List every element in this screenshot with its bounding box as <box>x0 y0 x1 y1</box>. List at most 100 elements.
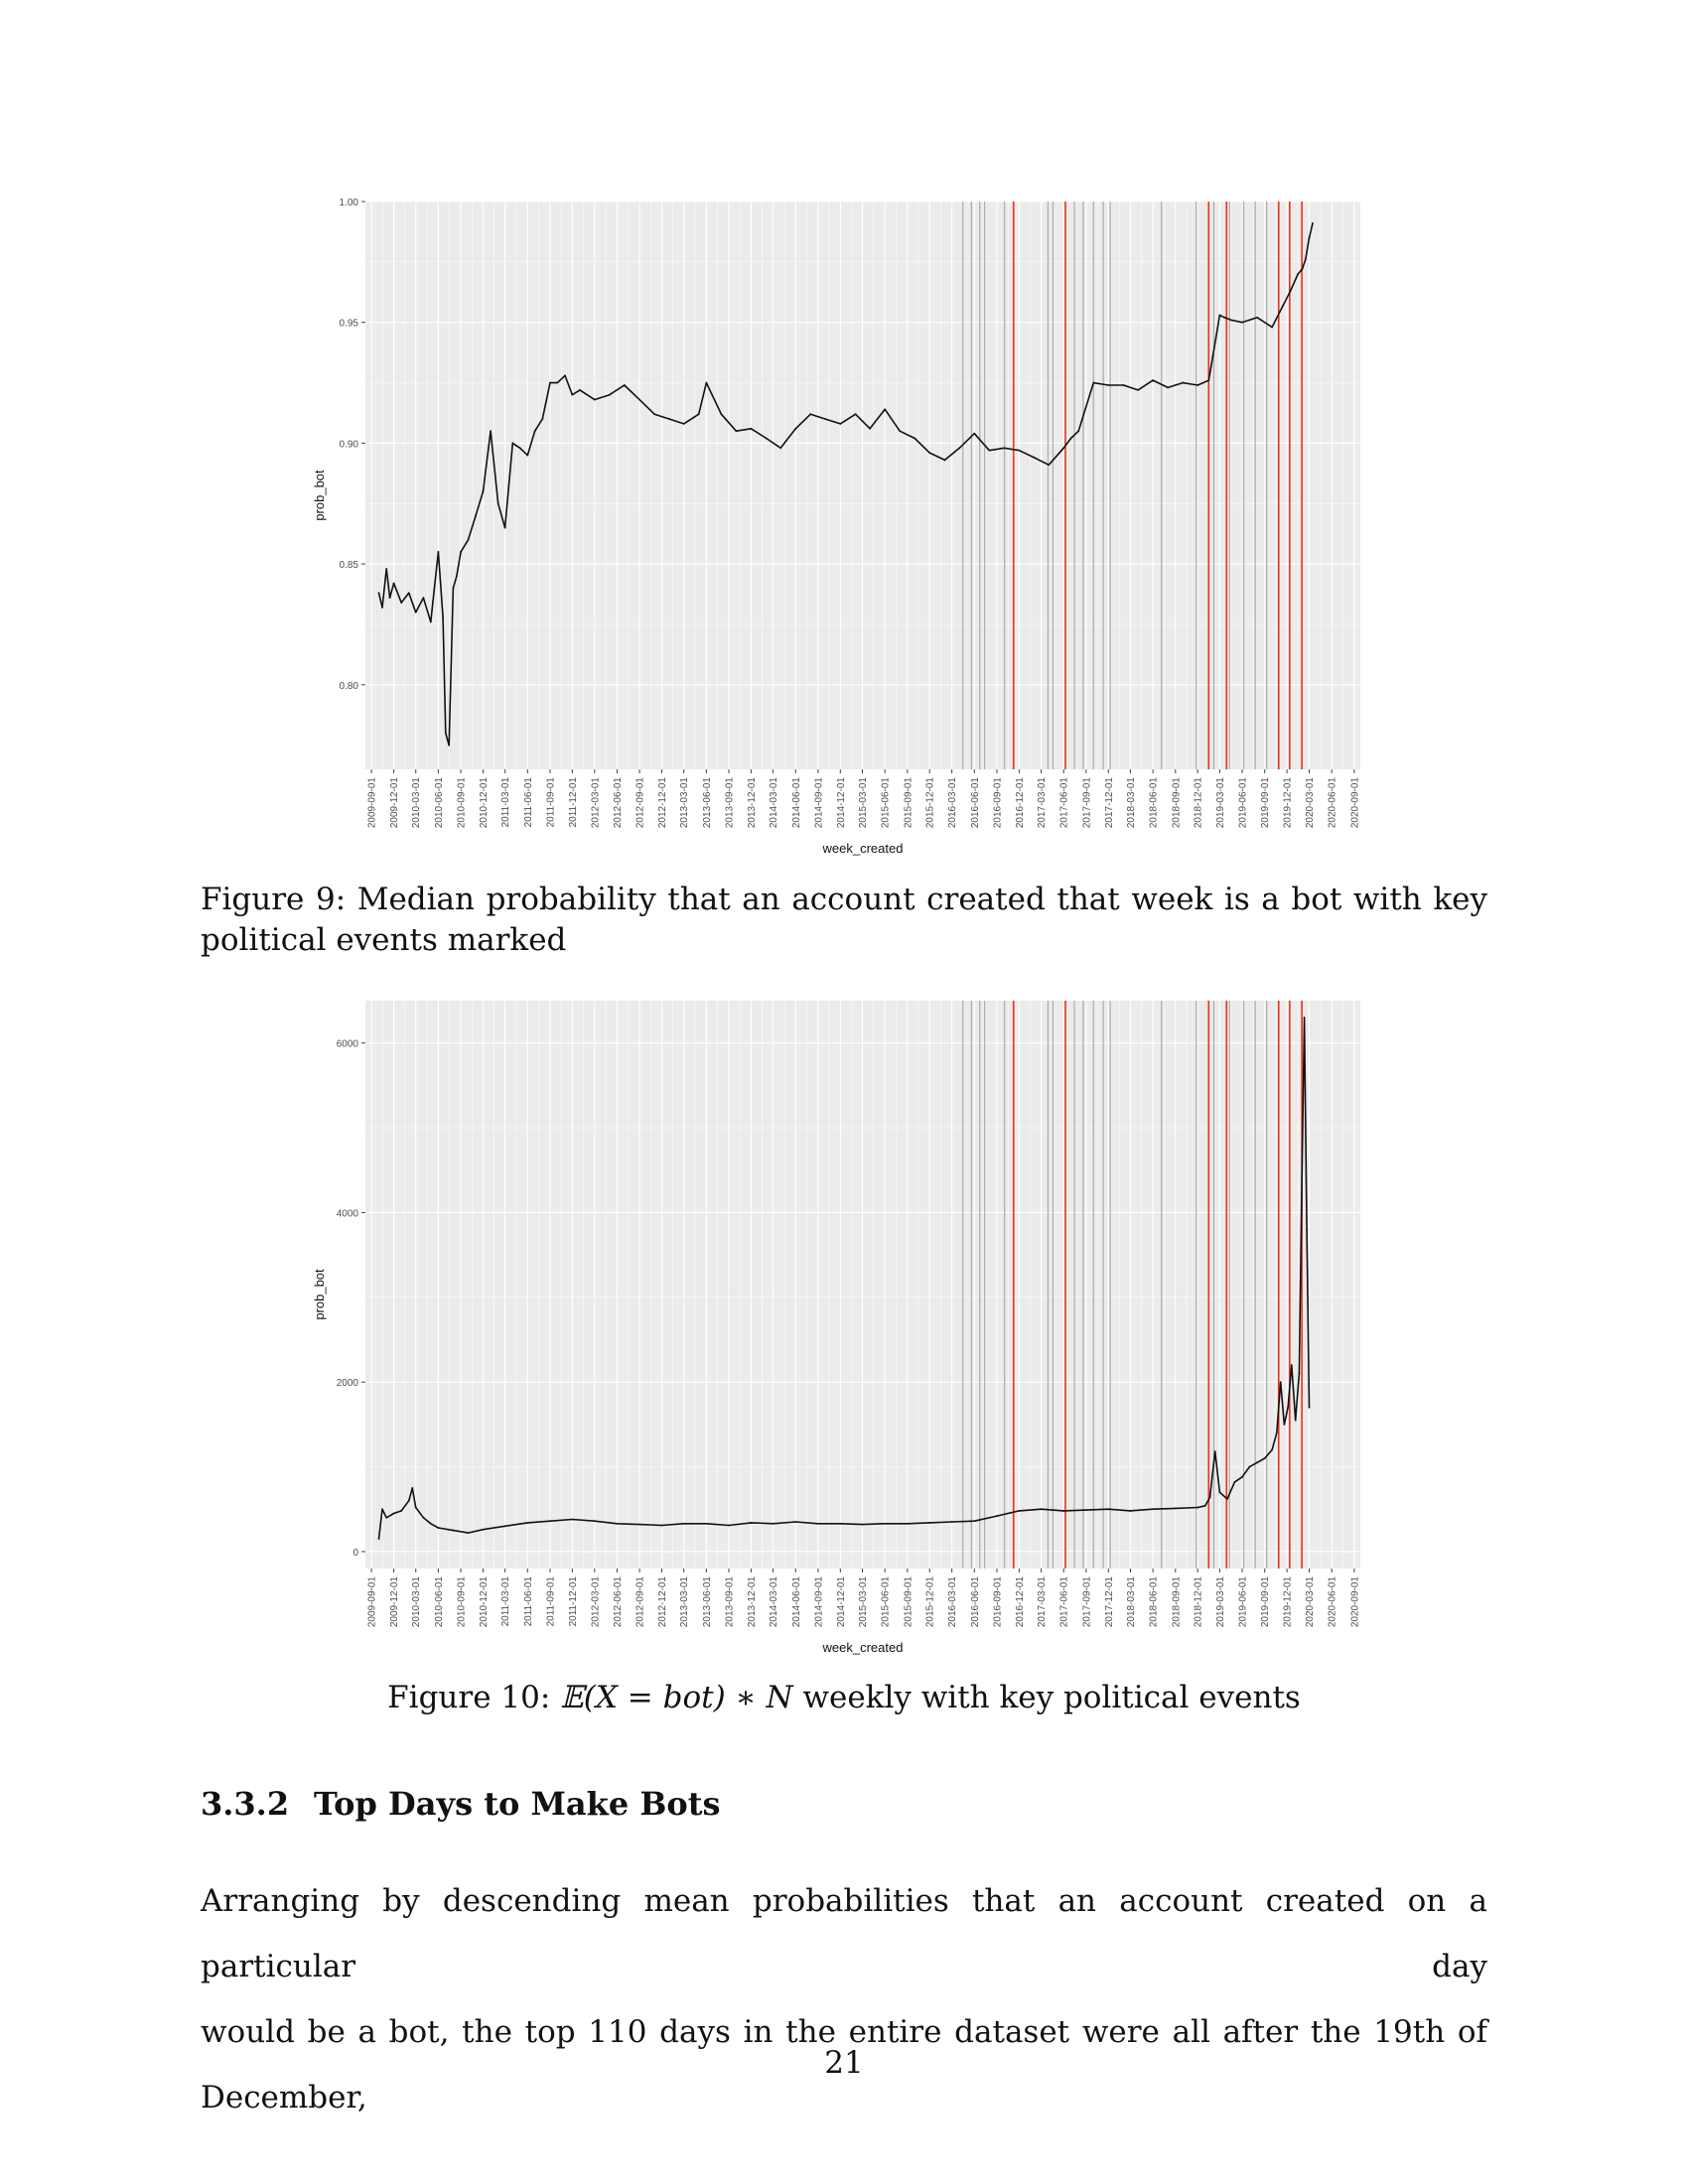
data-point <box>854 413 857 416</box>
x-tick-label: 2013-06-01 <box>702 777 713 829</box>
x-tick-label: 2015-06-01 <box>881 1576 892 1628</box>
data-point <box>697 413 700 416</box>
x-tick-label: 2012-09-01 <box>635 1576 646 1628</box>
data-point <box>1298 1372 1301 1375</box>
paragraph-line-1: Arranging by descending mean probabiliti… <box>201 1883 1487 1984</box>
body-paragraph: Arranging by descending mean probabiliti… <box>201 1868 1487 2130</box>
figure-10-caption: Figure 10: 𝔼(X = bot) ∗ N weekly with ke… <box>201 1678 1487 1718</box>
x-tick-label: 2016-12-01 <box>1015 777 1026 829</box>
x-tick-label: 2014-12-01 <box>836 777 847 829</box>
x-tick-label: 2017-09-01 <box>1081 1576 1092 1628</box>
data-point <box>705 1522 708 1525</box>
data-point <box>772 1522 774 1525</box>
data-point <box>414 611 417 614</box>
data-point <box>1107 1508 1110 1511</box>
data-point <box>839 423 842 425</box>
data-point <box>549 1520 551 1523</box>
data-point <box>526 454 529 457</box>
data-point <box>1256 316 1258 319</box>
data-point <box>414 1506 417 1509</box>
x-tick-label: 2015-12-01 <box>925 1576 936 1628</box>
x-tick-label: 2017-06-01 <box>1059 1576 1070 1628</box>
data-point <box>407 592 410 595</box>
x-tick-label: 2020-03-01 <box>1305 777 1316 829</box>
data-point <box>668 418 671 420</box>
data-point <box>388 597 391 600</box>
x-tick-label: 2009-09-01 <box>367 777 378 829</box>
data-point <box>1289 290 1292 292</box>
data-point <box>899 430 902 433</box>
data-point <box>884 408 887 411</box>
data-point <box>490 430 492 433</box>
series-line <box>377 1017 1311 1540</box>
x-tick-label: 2013-12-01 <box>747 1576 758 1628</box>
x-tick-label: 2011-03-01 <box>500 777 511 828</box>
data-point <box>1241 321 1243 324</box>
data-point <box>564 374 566 377</box>
x-tick-label: 2013-06-01 <box>702 1576 713 1628</box>
data-point <box>1129 1510 1132 1512</box>
data-point <box>1182 381 1185 384</box>
x-tick-label: 2014-03-01 <box>769 1576 779 1628</box>
data-point <box>533 430 536 433</box>
data-point <box>467 1532 470 1535</box>
data-point <box>429 620 432 623</box>
x-tick-label: 2013-12-01 <box>747 777 758 829</box>
x-tick-label: 2011-06-01 <box>523 1576 534 1627</box>
data-point <box>1308 236 1311 239</box>
x-tick-label: 2014-03-01 <box>769 777 779 829</box>
x-tick-label: 2014-06-01 <box>791 1576 802 1628</box>
data-point <box>1308 1406 1311 1409</box>
data-point <box>1287 1406 1289 1409</box>
data-point <box>442 615 444 618</box>
x-tick-label: 2010-06-01 <box>434 1576 445 1628</box>
figure-10-caption-suffix: weekly with key political events <box>792 1680 1301 1715</box>
y-tick-label: 0.80 <box>340 681 359 692</box>
data-point <box>720 413 723 416</box>
x-tick-label: 2020-06-01 <box>1328 1576 1338 1628</box>
data-point <box>958 447 961 450</box>
x-tick-label: 2017-12-01 <box>1104 1576 1115 1628</box>
data-point <box>973 432 976 435</box>
data-point <box>422 597 425 600</box>
y-axis-title: prob_bot <box>312 470 327 521</box>
data-point <box>392 1512 395 1515</box>
x-tick-label: 2015-12-01 <box>925 777 936 829</box>
data-point <box>1174 1507 1177 1510</box>
data-point <box>526 1521 529 1524</box>
data-point <box>1152 379 1155 382</box>
data-point <box>1256 1461 1258 1464</box>
x-tick-label: 2017-03-01 <box>1037 777 1048 829</box>
data-point <box>682 1522 685 1525</box>
x-tick-label: 2014-09-01 <box>813 1576 824 1628</box>
data-point <box>1213 1450 1216 1453</box>
data-point <box>884 1522 887 1525</box>
data-point <box>728 1524 730 1527</box>
y-tick-label: 1.00 <box>340 198 359 208</box>
data-point <box>705 381 708 384</box>
chart-median-prob-bot: 0.80 0.85 0.90 0.95 1.00 2009-09-01 2009-12-01… <box>312 198 1360 856</box>
data-point <box>779 447 782 450</box>
data-point <box>1208 1496 1211 1499</box>
data-point <box>928 1521 931 1524</box>
x-tick-label: 2016-09-01 <box>992 777 1003 829</box>
data-point <box>861 1523 864 1526</box>
data-point <box>437 1527 440 1529</box>
data-point <box>385 1516 388 1519</box>
data-point <box>1223 316 1225 319</box>
data-point <box>1062 1510 1065 1512</box>
figure-10-caption-prefix: Figure 10: <box>387 1680 561 1715</box>
data-point <box>1241 1475 1243 1478</box>
data-point <box>1196 1506 1199 1509</box>
data-point <box>1263 1457 1266 1459</box>
data-point <box>1271 1448 1273 1451</box>
section-title: Top Days to Make Bots <box>314 1785 721 1823</box>
data-point <box>682 423 685 425</box>
y-tick-label: 0 <box>352 1548 358 1559</box>
data-point <box>593 398 596 401</box>
x-tick-label: 2018-12-01 <box>1194 1576 1204 1628</box>
x-tick-label: 2009-09-01 <box>367 1576 378 1628</box>
data-point <box>1218 314 1221 317</box>
data-point <box>616 1522 619 1525</box>
data-point <box>1084 1509 1087 1511</box>
